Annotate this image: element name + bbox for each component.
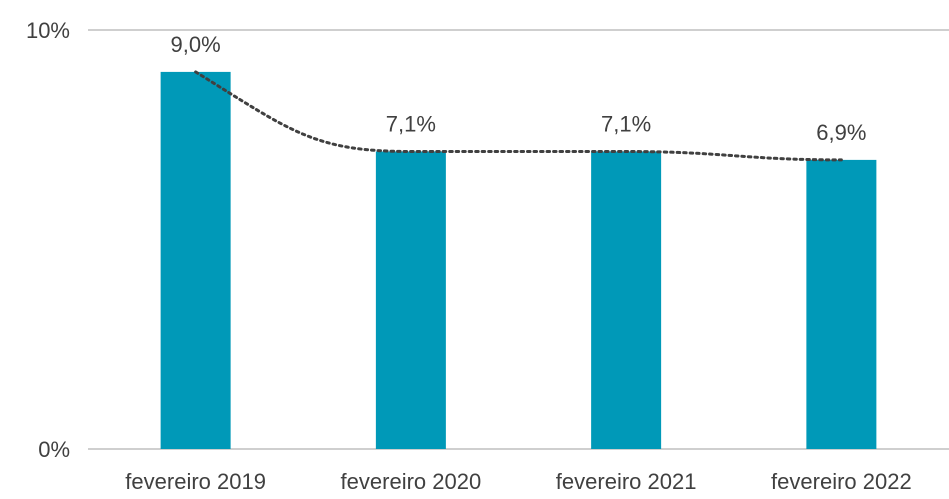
y-tick-label-0: 0% <box>38 437 70 462</box>
data-label-2: 7,1% <box>601 112 651 137</box>
trendline <box>194 70 843 162</box>
bar-0 <box>160 71 231 450</box>
trendline-group <box>194 70 843 162</box>
bar-3 <box>806 159 877 449</box>
bar-1 <box>375 151 446 449</box>
y-tick-label-1: 10% <box>26 18 70 43</box>
data-label-0: 9,0% <box>171 32 221 57</box>
data-label-1: 7,1% <box>386 112 436 137</box>
chart-axes: 0% 10% <box>26 18 949 462</box>
category-label-1: fevereiro 2020 <box>341 469 482 494</box>
bar-group <box>160 71 877 450</box>
category-label-3: fevereiro 2022 <box>771 469 912 494</box>
label-group: 9,0% fevereiro 2019 7,1% fevereiro 2020 7,1%… <box>125 32 911 494</box>
data-label-3: 6,9% <box>816 120 866 145</box>
category-label-2: fevereiro 2021 <box>556 469 697 494</box>
category-label-0: fevereiro 2019 <box>125 469 266 494</box>
bar-2 <box>591 151 662 449</box>
